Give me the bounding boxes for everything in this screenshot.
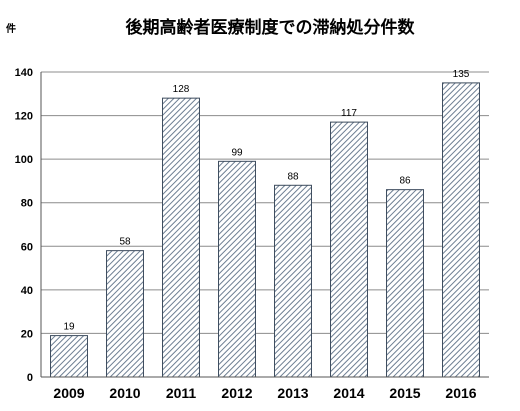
data-label: 58: [119, 237, 131, 248]
x-tick-label: 2010: [109, 385, 140, 401]
data-label: 135: [453, 69, 470, 80]
y-axis-unit-label: 件: [6, 22, 16, 35]
data-label: 99: [231, 147, 243, 158]
y-tick-label: 80: [21, 198, 33, 210]
chart-title: 後期高齢者医療制度での滞納処分件数: [126, 17, 416, 38]
y-tick-label: 120: [15, 111, 33, 123]
bar: [330, 121, 368, 378]
x-tick-label: 2016: [445, 385, 476, 401]
bar: [218, 160, 256, 378]
data-label: 117: [341, 108, 357, 119]
y-tick-label: 20: [21, 328, 33, 340]
x-tick-label: 2011: [166, 385, 197, 401]
x-axis-ticks: 2009 2010 2011 2012 2013 2014 2015 2016: [53, 385, 476, 401]
data-label: 88: [287, 171, 299, 182]
y-axis-ticks: 0 20 40 60 80 100 120 140: [15, 67, 33, 384]
data-label: 128: [173, 84, 190, 95]
bar: [106, 250, 144, 378]
y-tick-label: 100: [15, 154, 33, 166]
x-tick-label: 2014: [333, 385, 364, 401]
y-tick-label: 40: [21, 285, 33, 297]
x-tick-label: 2013: [277, 385, 308, 401]
y-tick-label: 0: [27, 372, 33, 384]
bar: [162, 97, 200, 378]
bars: [50, 82, 480, 378]
x-tick-label: 2012: [221, 385, 252, 401]
data-labels: 19 58 128 99 88 117 86 135: [63, 69, 469, 333]
data-label: 19: [63, 322, 75, 333]
x-tick-label: 2015: [389, 385, 420, 401]
data-label: 86: [399, 176, 411, 187]
bar: [442, 82, 480, 378]
y-tick-label: 140: [15, 67, 33, 79]
bar: [386, 189, 424, 378]
y-tick-label: 60: [21, 241, 33, 253]
bar: [274, 184, 312, 378]
bar: [50, 335, 88, 378]
x-tick-label: 2009: [53, 385, 84, 401]
